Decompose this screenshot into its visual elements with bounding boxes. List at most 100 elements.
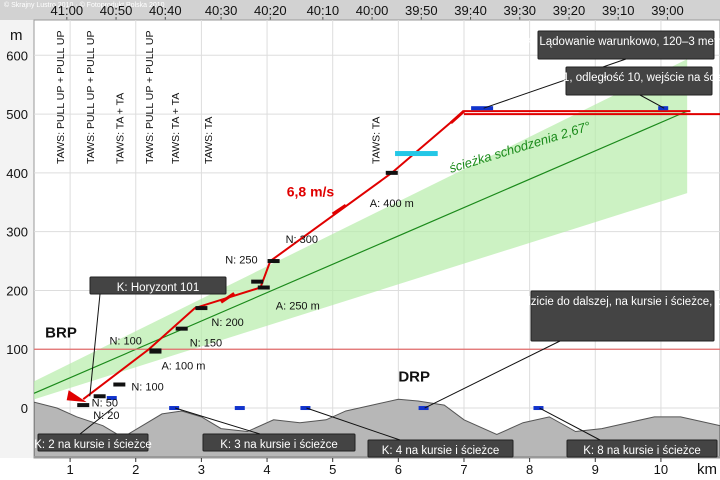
y-axis-unit: m <box>10 27 23 44</box>
annotation-leader <box>79 407 114 435</box>
annotation-layer: TAWS: PULL UP + PULL UP TAWS: PULL UP + P… <box>34 30 720 458</box>
marker-label: A: 250 m <box>276 301 320 313</box>
annotation-leader <box>89 293 101 397</box>
flight-path-arrow <box>220 292 236 304</box>
annotation-text: K: Podchodzicie do dalszej, na kursie i … <box>471 296 720 308</box>
marker-label: N: 100 <box>109 335 141 347</box>
x-tick-label: 8 <box>526 462 533 477</box>
taws-label: TAWS: PULL UP + PULL UP <box>55 30 67 164</box>
annotation-leader <box>539 407 601 441</box>
annotation-leader <box>174 407 261 435</box>
blue-marker <box>169 406 180 411</box>
taws-label: TAWS: TA + TA <box>170 93 182 164</box>
x-tick-label: 4 <box>263 462 270 477</box>
flight-path-arrow <box>331 203 347 216</box>
y-tick-label: 0 <box>21 401 28 416</box>
x-tick-label: 3 <box>198 462 205 477</box>
x-tick-label: 10 <box>654 462 668 477</box>
altitude-marker <box>93 394 106 399</box>
marker-label: N: 50 <box>92 397 118 409</box>
annotation-box <box>566 439 718 458</box>
x-tick-label: 7 <box>460 462 467 477</box>
annotation-box <box>202 433 356 452</box>
x-tick-label: 1 <box>66 462 73 477</box>
time-tick-label: 40:20 <box>254 3 287 18</box>
altitude-marker <box>257 285 270 290</box>
taws-label: TAWS: PULL UP + PULL UP <box>85 30 97 164</box>
y-tick-label: 500 <box>6 107 28 122</box>
x-tick-label: 9 <box>592 462 599 477</box>
y-axis-area <box>0 20 34 458</box>
flight-path-arrow <box>449 110 465 125</box>
x-tick-label: 6 <box>395 462 402 477</box>
y-tick-label: 600 <box>6 48 28 63</box>
annotation-box <box>530 290 715 342</box>
x-tick-label: 5 <box>329 462 336 477</box>
x-axis-unit: km <box>697 461 717 478</box>
blue-marker <box>106 396 117 401</box>
time-tick-label: 40:40 <box>149 3 182 18</box>
blue-marker <box>533 406 544 411</box>
time-tick-label: 40:30 <box>205 3 238 18</box>
time-tick-label: 39:00 <box>651 3 684 18</box>
time-tick-label: 40:00 <box>356 3 389 18</box>
aircraft-position-marker <box>66 390 87 403</box>
time-tick-label: 40:10 <box>307 3 340 18</box>
altitude-marker <box>77 403 90 408</box>
annotation-text: K: 8 na kursie i ścieżce <box>583 445 701 457</box>
altitude-marker <box>195 306 208 311</box>
annotation-box <box>367 439 514 458</box>
time-tick-label: 40:50 <box>100 3 133 18</box>
time-band <box>0 0 720 20</box>
y-tick-label: 100 <box>6 342 28 357</box>
credit-text: © Skrajny Lustro 2010 · © Fotoprodukt Po… <box>4 1 165 9</box>
marker-label: N: 300 <box>286 234 318 246</box>
annotation-leader <box>306 407 401 441</box>
altitude-marker <box>175 326 188 331</box>
line-layer <box>34 59 720 403</box>
blue-marker <box>300 406 311 411</box>
annotation-box <box>89 276 227 295</box>
marker-label: N: 250 <box>225 255 257 267</box>
blue-marker <box>471 106 494 111</box>
beacon-label: DRP <box>398 369 430 386</box>
glide-path-line <box>34 110 688 394</box>
time-tick-label: 41:00 <box>51 3 84 18</box>
altitude-marker <box>385 170 398 175</box>
speed-label: 6,8 m/s <box>287 183 335 199</box>
marker-label: A: 100 m <box>161 361 205 373</box>
annotation-text: K: 101, odległość 10, wejście na ścieżkę <box>536 72 720 84</box>
annotation-leader <box>424 340 561 409</box>
cyan-marker <box>395 151 438 157</box>
marker-label: N: 20 <box>93 410 119 422</box>
time-tick-label: 39:30 <box>504 3 537 18</box>
marker-label: N: 100 <box>131 382 163 394</box>
annotation-text: K: 4 na kursie i ścieżce <box>382 445 500 457</box>
marker-label: N: 150 <box>190 338 222 350</box>
annotation-text: K: Horyzont 101 <box>117 282 199 294</box>
taws-label: TAWS: TA + TA <box>114 93 126 164</box>
top-band: © Skrajny Lustro 2010 · © Fotoprodukt Po… <box>0 0 720 20</box>
annotation-text: K: 3 na kursie i ścieżce <box>220 439 338 451</box>
marker-label: A: 400 m <box>370 198 414 210</box>
annotation-box <box>565 66 713 96</box>
time-tick-label: 39:20 <box>553 3 586 18</box>
annotation-leader <box>639 94 665 109</box>
time-tick-label: 39:10 <box>602 3 635 18</box>
time-tick-label: 39:40 <box>454 3 487 18</box>
blue-marker <box>234 406 245 411</box>
marker-label: N: 200 <box>211 317 243 329</box>
y-tick-label: 400 <box>6 166 28 181</box>
altitude-marker <box>251 279 264 284</box>
glide-path-band <box>34 59 688 400</box>
y-tick-label: 200 <box>6 283 28 298</box>
y-tick-label: 300 <box>6 225 28 240</box>
blue-marker <box>418 406 429 411</box>
annotation-text: K: 2 na kursie i ścieżce <box>34 439 152 451</box>
time-tick-label: 39:50 <box>405 3 438 18</box>
altitude-marker <box>113 382 126 387</box>
annotation-text: K: Lądowanie warunkowo, 120–3 metry <box>525 36 720 48</box>
x-tick-label: 2 <box>132 462 139 477</box>
